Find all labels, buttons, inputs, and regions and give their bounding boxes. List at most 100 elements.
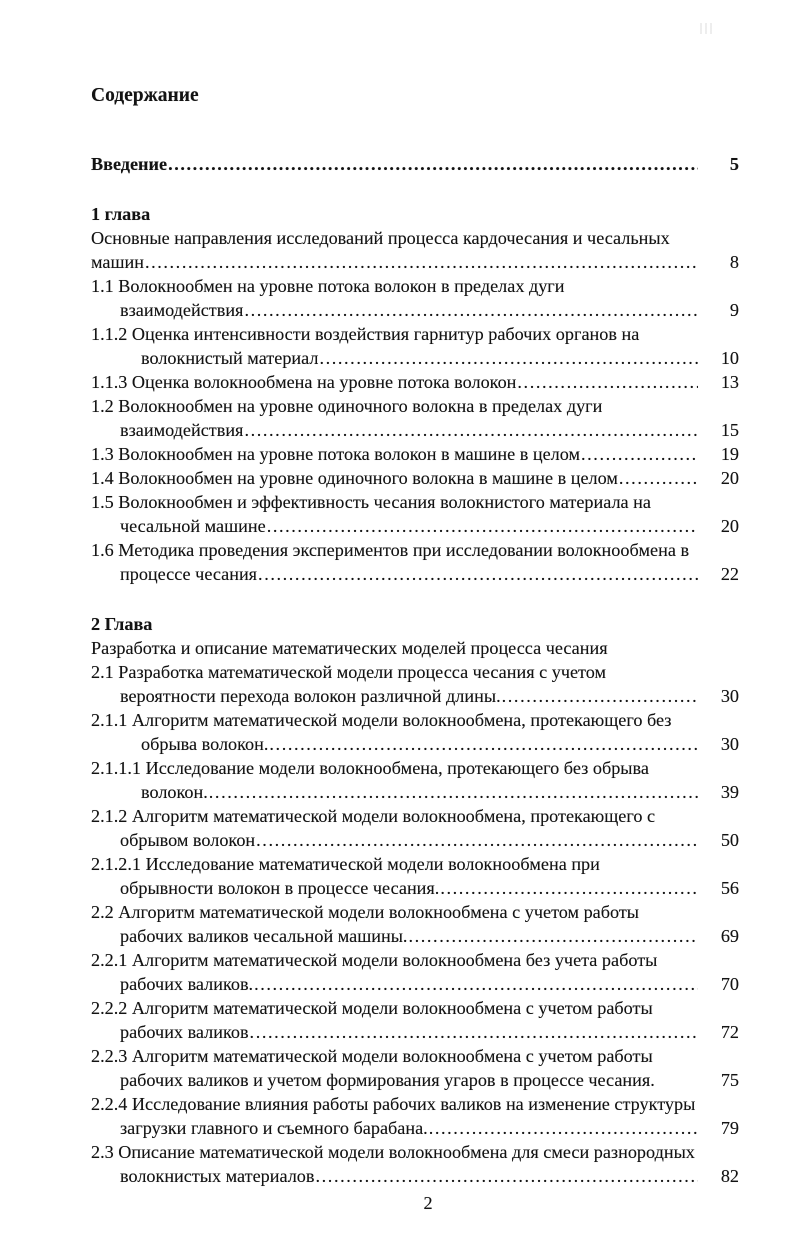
toc-page-number: 72	[720, 1022, 739, 1042]
toc-entry-text: взаимодействия	[120, 420, 244, 440]
toc-line: чесальной машине 20	[91, 514, 739, 538]
toc-entry-text: рабочих валиков.	[120, 974, 254, 994]
toc-entry-text: Разработка и описание математических мод…	[91, 638, 608, 658]
toc-line: рабочих валиков. 70	[91, 972, 739, 996]
dot-leader	[269, 732, 698, 756]
dot-leader	[502, 684, 698, 708]
toc-entry-text: 1.3 Волокнообмен на уровне потока волоко…	[91, 444, 581, 464]
toc-line: рабочих валиков 72	[91, 1020, 739, 1044]
dot-leader	[619, 466, 698, 490]
toc-page-number: 15	[720, 420, 739, 440]
dot-leader	[258, 562, 698, 586]
toc-page-number: 5	[729, 154, 739, 174]
toc-line: 2.1 Разработка математической модели про…	[91, 660, 739, 684]
toc-entry-text: 2.1.1.1 Исследование модели волокнообмен…	[91, 758, 649, 778]
toc-line: обрывности волокон в процессе чесания. 5…	[91, 876, 739, 900]
toc-line: процессе чесания 22	[91, 562, 739, 586]
dot-leader	[145, 250, 698, 274]
toc-page-number: 13	[720, 372, 739, 392]
toc-entry-text: обрывности волокон в процессе чесания.	[120, 878, 440, 898]
toc-line: вероятности перехода волокон различной д…	[91, 684, 739, 708]
toc-entry-text: обрыва волокон.	[141, 734, 269, 754]
toc-line: 1.6 Методика проведения экспериментов пр…	[91, 538, 739, 562]
toc-line: 2.3 Описание математической модели волок…	[91, 1140, 739, 1164]
dot-leader	[319, 346, 698, 370]
toc-line: взаимодействия 9	[91, 298, 739, 322]
dot-leader	[250, 1020, 698, 1044]
dot-leader	[256, 828, 698, 852]
toc-line: 1.1.3 Оценка волокнообмена на уровне пот…	[91, 370, 739, 394]
toc-page-number: 9	[729, 300, 739, 320]
toc-line: 2.2.2 Алгоритм математической модели вол…	[91, 996, 739, 1020]
toc-entry-text: 1.4 Волокнообмен на уровне одиночного во…	[91, 468, 618, 488]
toc-entry-text: 2.2 Алгоритм математической модели волок…	[91, 902, 640, 922]
toc-line: 1.5 Волокнообмен и эффективность чесания…	[91, 490, 739, 514]
toc-line: 2.2.3 Алгоритм математической модели вол…	[91, 1044, 739, 1068]
toc-list: Введение 5 1 глава Основные направления …	[91, 152, 739, 1188]
toc-entry-text: рабочих валиков	[120, 1022, 249, 1042]
toc-entry-text: волокнистых материалов	[120, 1166, 315, 1186]
toc-entry-text: Основные направления исследований процес…	[91, 228, 670, 248]
page-number-footer: 2	[423, 1193, 433, 1213]
toc-page-number: 30	[720, 734, 739, 754]
dot-leader	[267, 514, 698, 538]
toc-line: 2.1.2.1 Исследование математической моде…	[91, 852, 739, 876]
page-title: Содержание	[91, 85, 199, 106]
dot-leader	[408, 924, 698, 948]
toc-entry-text: 2.1.2.1 Исследование математической моде…	[91, 854, 600, 874]
toc-line: 2.1.1 Алгоритм математической модели вол…	[91, 708, 739, 732]
toc-entry-text: 2.1.1 Алгоритм математической модели вол…	[91, 710, 672, 730]
toc-line: 2.1.2 Алгоритм математической модели вол…	[91, 804, 739, 828]
toc-entry-text: 2.2.2 Алгоритм математической модели вол…	[91, 998, 653, 1018]
toc-line: 1.4 Волокнообмен на уровне одиночного во…	[91, 466, 739, 490]
toc-line: Разработка и описание математических мод…	[91, 636, 739, 660]
toc-line: волокон. 39	[91, 780, 739, 804]
toc-entry-text: рабочих валиков и учетом формирования уг…	[120, 1070, 655, 1090]
toc-entry-text: 2.1.2 Алгоритм математической модели вол…	[91, 806, 656, 826]
dot-leader	[244, 418, 698, 442]
toc-line: Введение 5	[91, 152, 739, 176]
toc-entry-text: волокон.	[141, 782, 208, 802]
toc-line: рабочих валиков и учетом формирования уг…	[91, 1068, 739, 1092]
toc-page-number: 19	[720, 444, 739, 464]
toc-page-number: 82	[720, 1166, 739, 1186]
toc-page-number: 56	[720, 878, 739, 898]
toc-line: машин 8	[91, 250, 739, 274]
dot-leader	[168, 152, 698, 176]
toc-entry-text: 1 глава	[91, 204, 151, 224]
toc-line: обрывом волокон 50	[91, 828, 739, 852]
toc-line: загрузки главного и съемного барабана. 7…	[91, 1116, 739, 1140]
toc-entry-text: процессе чесания	[120, 564, 258, 584]
toc-page-number: 8	[729, 252, 739, 272]
toc-page-number: 22	[720, 564, 739, 584]
dot-leader	[440, 876, 698, 900]
toc-entry-text: 2.1 Разработка математической модели про…	[91, 662, 607, 682]
toc-page-number: 39	[720, 782, 739, 802]
toc-entry-text: чесальной машине	[120, 516, 266, 536]
toc-page-number: 69	[720, 926, 739, 946]
toc-entry-text: 1.5 Волокнообмен и эффективность чесания…	[91, 492, 651, 512]
toc-page-number: 50	[720, 830, 739, 850]
toc-entry-text: 2 Глава	[91, 614, 153, 634]
toc-page-number: 70	[720, 974, 739, 994]
dot-leader	[429, 1116, 698, 1140]
toc-line: 2.2.4 Исследование влияния работы рабочи…	[91, 1092, 739, 1116]
toc-line: взаимодействия 15	[91, 418, 739, 442]
dot-leader	[316, 1164, 699, 1188]
toc-line: 1.1.2 Оценка интенсивности воздействия г…	[91, 322, 739, 346]
toc-entry-text: 2.2.4 Исследование влияния работы рабочи…	[91, 1094, 696, 1114]
toc-line: волокнистый материал 10	[91, 346, 739, 370]
toc-entry-text: волокнистый материал	[141, 348, 319, 368]
toc-entry-text: 1.1.3 Оценка волокнообмена на уровне пот…	[91, 372, 517, 392]
toc-entry-text: Введение	[91, 154, 168, 174]
toc-line: 2.2 Алгоритм математической модели волок…	[91, 900, 739, 924]
dot-leader	[244, 298, 698, 322]
toc-line: 2.2.1 Алгоритм математической модели вол…	[91, 948, 739, 972]
dot-leader	[209, 780, 698, 804]
toc-line: 1 глава	[91, 202, 739, 226]
toc-entry-text: 1.6 Методика проведения экспериментов пр…	[91, 540, 690, 560]
toc-line: волокнистых материалов 82	[91, 1164, 739, 1188]
toc-line: Основные направления исследований процес…	[91, 226, 739, 250]
toc-entry-text: 1.1.2 Оценка интенсивности воздействия г…	[91, 324, 640, 344]
